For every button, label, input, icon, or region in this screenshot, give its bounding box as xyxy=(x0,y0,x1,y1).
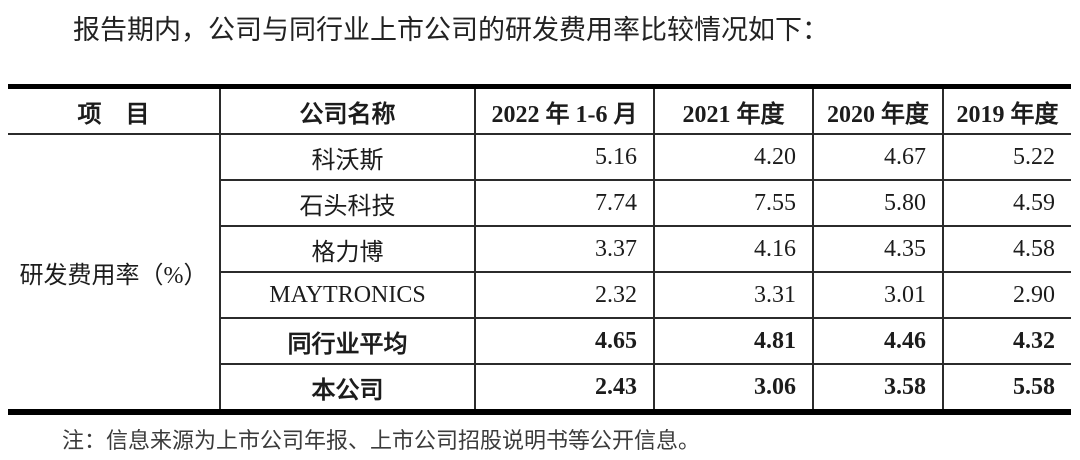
value-cell: 3.31 xyxy=(653,272,813,319)
header-2020: 2020 年度 xyxy=(812,86,943,135)
company-cell: MAYTRONICS xyxy=(219,272,475,319)
value-cell: 3.06 xyxy=(653,364,813,412)
value-cell: 5.16 xyxy=(474,134,654,181)
table-row: 格力博 3.37 4.16 4.35 4.58 xyxy=(8,226,1071,273)
source-note: 注：信息来源为上市公司年报、上市公司招股说明书等公开信息。 xyxy=(62,428,701,453)
value-cell: 2.90 xyxy=(942,272,1071,319)
value-cell: 2.43 xyxy=(474,364,654,412)
value-cell: 3.37 xyxy=(474,226,654,273)
value-cell: 4.59 xyxy=(942,180,1071,227)
value-cell: 4.58 xyxy=(942,226,1071,273)
row-group-label: 研发费用率（%） xyxy=(19,262,208,289)
value-cell: 7.74 xyxy=(474,180,654,227)
table-header-row: 项 目 公司名称 2022 年 1-6 月 2021 年度 2020 年度 20… xyxy=(8,86,1071,135)
table-row-our-company: 本公司 2.43 3.06 3.58 5.58 xyxy=(8,364,1071,412)
header-company: 公司名称 xyxy=(219,86,475,135)
company-cell: 科沃斯 xyxy=(219,134,475,181)
header-2019: 2019 年度 xyxy=(942,86,1071,135)
table-row: MAYTRONICS 2.32 3.31 3.01 2.90 xyxy=(8,272,1071,319)
company-cell: 本公司 xyxy=(219,364,475,412)
value-cell: 4.81 xyxy=(653,318,813,365)
value-cell: 7.55 xyxy=(653,180,813,227)
value-cell: 4.65 xyxy=(474,318,654,365)
table-row-industry-average: 同行业平均 4.65 4.81 4.46 4.32 xyxy=(8,318,1071,365)
value-cell: 5.58 xyxy=(942,364,1071,412)
value-cell: 3.58 xyxy=(812,364,943,412)
value-cell: 4.16 xyxy=(653,226,813,273)
company-cell: 石头科技 xyxy=(219,180,475,227)
intro-text: 报告期内，公司与同行业上市公司的研发费用率比较情况如下： xyxy=(73,15,829,45)
table-row: 石头科技 7.74 7.55 5.80 4.59 xyxy=(8,180,1071,227)
rd-expense-comparison-table: 项 目 公司名称 2022 年 1-6 月 2021 年度 2020 年度 20… xyxy=(8,84,1071,415)
value-cell: 5.80 xyxy=(812,180,943,227)
value-cell: 4.46 xyxy=(812,318,943,365)
value-cell: 4.20 xyxy=(653,134,813,181)
value-cell: 4.67 xyxy=(812,134,943,181)
value-cell: 5.22 xyxy=(942,134,1071,181)
header-2021: 2021 年度 xyxy=(653,86,813,135)
header-2022h1: 2022 年 1-6 月 xyxy=(474,86,654,135)
value-cell: 2.32 xyxy=(474,272,654,319)
company-cell: 格力博 xyxy=(219,226,475,273)
value-cell: 4.35 xyxy=(812,226,943,273)
header-item: 项 目 xyxy=(8,86,220,135)
value-cell: 3.01 xyxy=(812,272,943,319)
company-cell: 同行业平均 xyxy=(219,318,475,365)
value-cell: 4.32 xyxy=(942,318,1071,365)
table-row: 研发费用率（%） 科沃斯 5.16 4.20 4.67 5.22 xyxy=(8,134,1071,289)
